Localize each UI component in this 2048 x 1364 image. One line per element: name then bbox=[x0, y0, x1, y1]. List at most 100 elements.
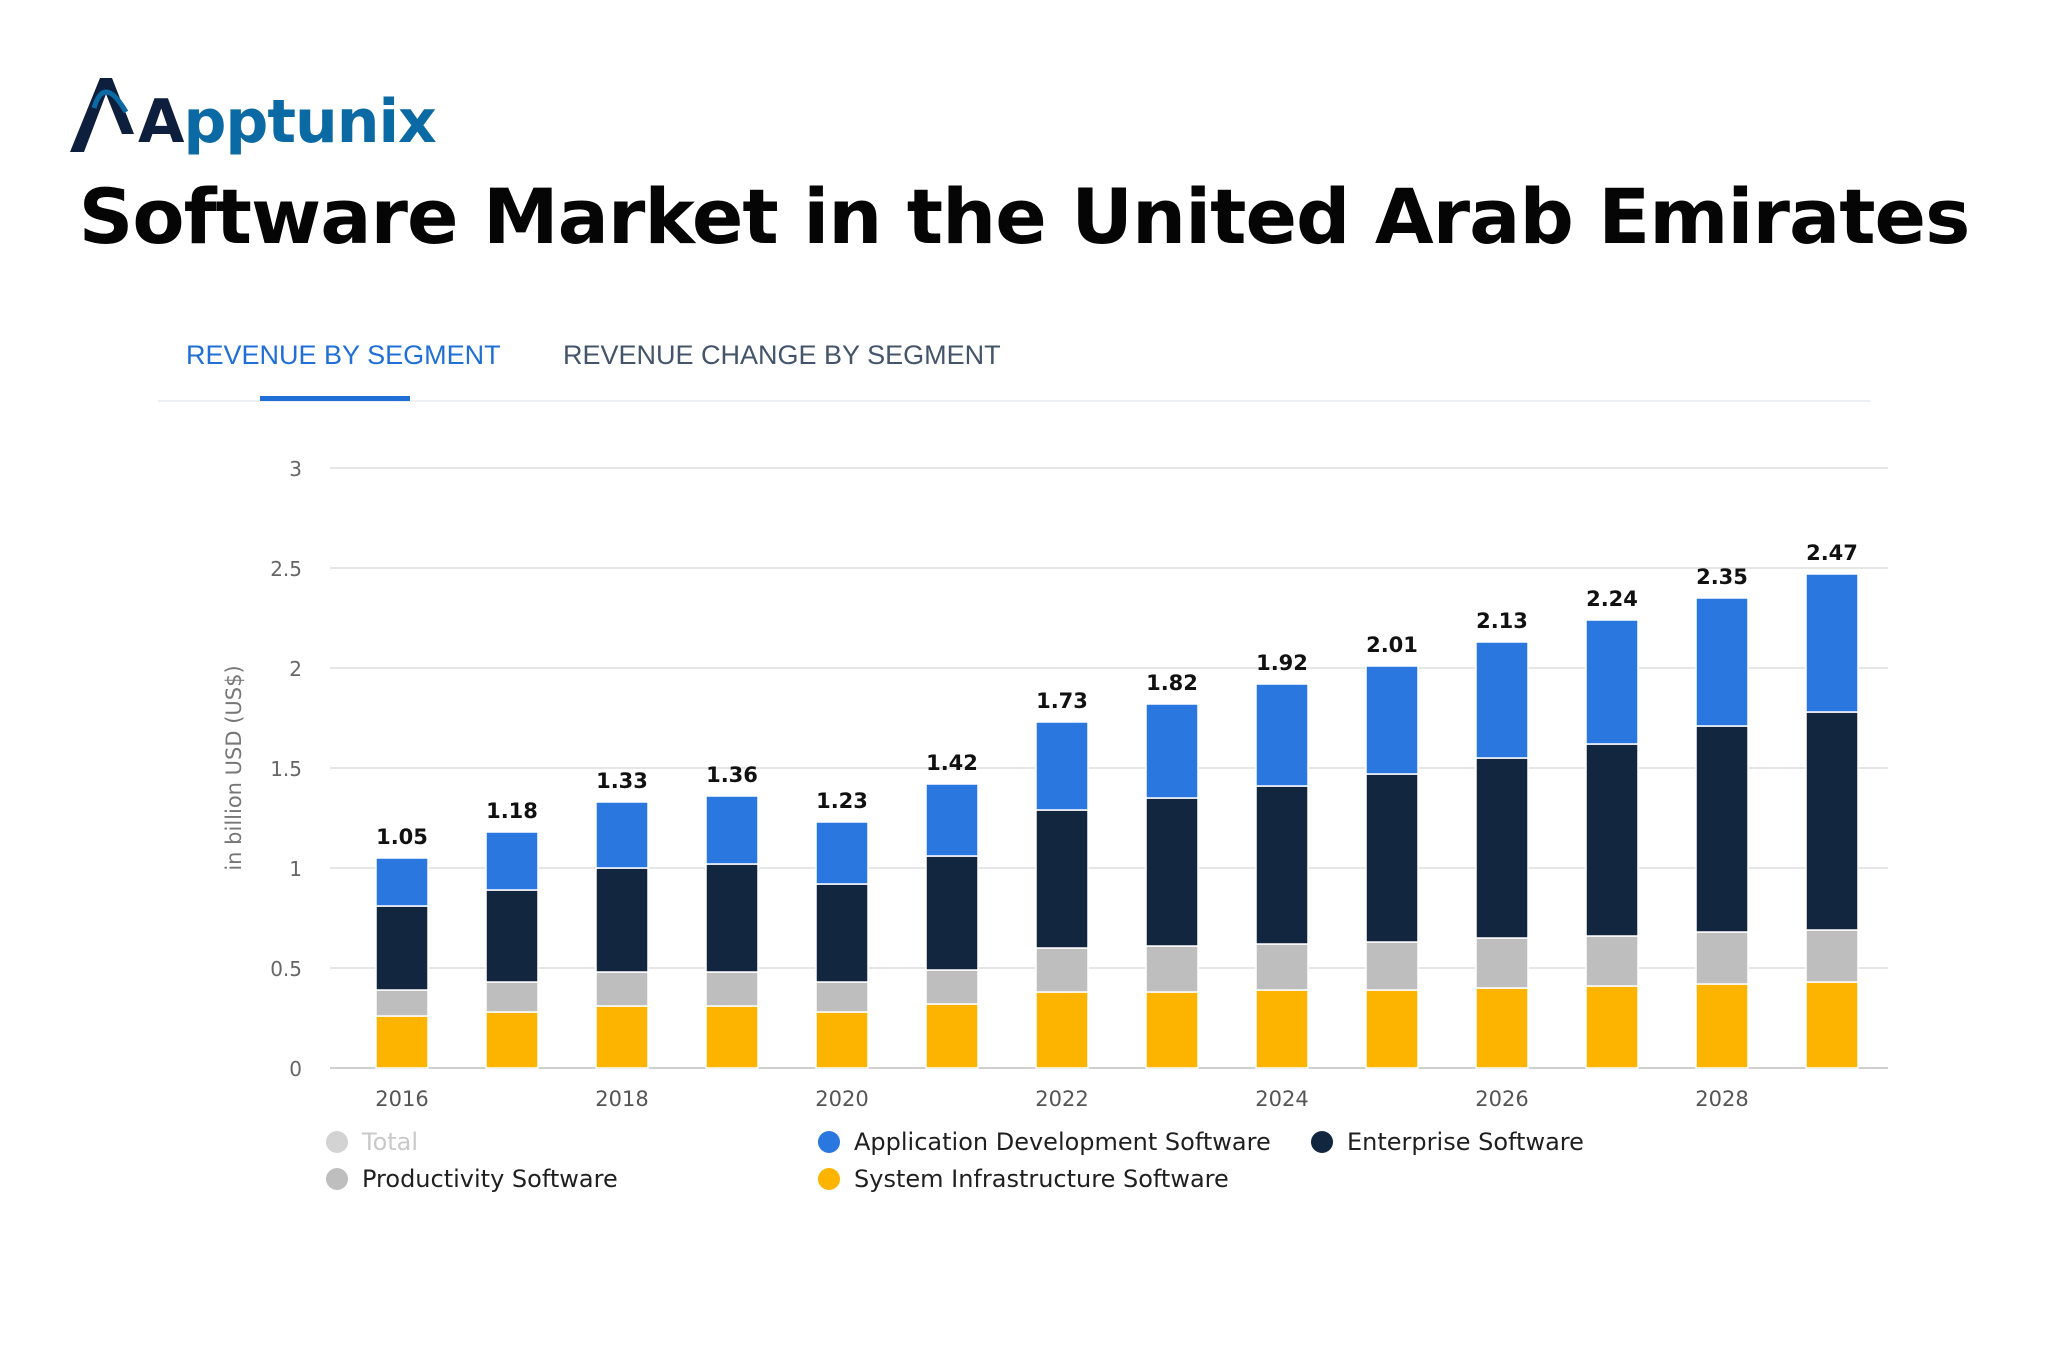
bar-segment-enterprise-software[interactable] bbox=[1035, 809, 1089, 949]
bar-segment-enterprise-software[interactable] bbox=[485, 889, 539, 983]
bar-segment-productivity-software[interactable] bbox=[1585, 935, 1639, 987]
legend-label-system-infrastructure: System Infrastructure Software bbox=[854, 1165, 1229, 1193]
legend-item-system-infrastructure[interactable]: System Infrastructure Software bbox=[818, 1165, 1229, 1193]
x-tick-label: 2024 bbox=[1255, 1087, 1308, 1111]
bar-segment-application-development-software[interactable] bbox=[925, 783, 979, 857]
bar-stack-2020[interactable] bbox=[815, 821, 869, 1069]
bar-segment-enterprise-software[interactable] bbox=[815, 883, 869, 983]
bar-segment-enterprise-software[interactable] bbox=[1145, 797, 1199, 947]
x-tick-label: 2028 bbox=[1695, 1087, 1748, 1111]
y-tick-label: 2.5 bbox=[270, 557, 302, 581]
y-tick-label: 3 bbox=[289, 457, 302, 481]
bar-segment-application-development-software[interactable] bbox=[375, 857, 429, 907]
bar-segment-application-development-software[interactable] bbox=[1145, 703, 1199, 799]
bar-segment-system-infrastructure-software[interactable] bbox=[1475, 987, 1529, 1069]
bar-segment-application-development-software[interactable] bbox=[1255, 683, 1309, 787]
grid-lines bbox=[330, 467, 1888, 1069]
bar-segment-system-infrastructure-software[interactable] bbox=[595, 1005, 649, 1069]
bar-stack-2025[interactable] bbox=[1365, 665, 1419, 1069]
bar-stack-2021[interactable] bbox=[925, 783, 979, 1069]
bar-stack-2017[interactable] bbox=[485, 831, 539, 1069]
x-tick-label: 2018 bbox=[595, 1087, 648, 1111]
legend-dot-total bbox=[326, 1131, 348, 1153]
bar-segment-application-development-software[interactable] bbox=[1695, 597, 1749, 727]
bar-stack-2029[interactable] bbox=[1805, 573, 1859, 1069]
bar-segment-system-infrastructure-software[interactable] bbox=[1585, 985, 1639, 1069]
bar-segment-enterprise-software[interactable] bbox=[705, 863, 759, 973]
logo-letter-a: A bbox=[138, 87, 184, 157]
bar-stack-2027[interactable] bbox=[1585, 619, 1639, 1069]
bar-segment-application-development-software[interactable] bbox=[1585, 619, 1639, 745]
bar-stack-2023[interactable] bbox=[1145, 703, 1199, 1069]
legend-item-total[interactable]: Total bbox=[326, 1128, 418, 1156]
bar-segment-productivity-software[interactable] bbox=[375, 989, 429, 1017]
x-tick-label: 2026 bbox=[1475, 1087, 1528, 1111]
bar-segment-productivity-software[interactable] bbox=[815, 981, 869, 1013]
logo-wordmark: Apptunix bbox=[138, 92, 437, 152]
bar-segment-productivity-software[interactable] bbox=[1145, 945, 1199, 993]
bar-segment-system-infrastructure-software[interactable] bbox=[1255, 989, 1309, 1069]
bar-segment-enterprise-software[interactable] bbox=[1585, 743, 1639, 937]
bar-segment-enterprise-software[interactable] bbox=[1805, 711, 1859, 931]
y-axis-ticks: 0 0.5 1 1.5 2 2.5 3 bbox=[270, 457, 302, 1081]
bar-segment-application-development-software[interactable] bbox=[485, 831, 539, 891]
bar-stack-2026[interactable] bbox=[1475, 641, 1529, 1069]
total-data-label: 1.18 bbox=[486, 799, 538, 823]
bar-segment-system-infrastructure-software[interactable] bbox=[1365, 989, 1419, 1069]
legend-label-application-development: Application Development Software bbox=[854, 1128, 1271, 1156]
bar-stack-2024[interactable] bbox=[1255, 683, 1309, 1069]
bar-segment-enterprise-software[interactable] bbox=[1255, 785, 1309, 945]
bar-segment-productivity-software[interactable] bbox=[1695, 931, 1749, 985]
bar-segment-system-infrastructure-software[interactable] bbox=[1145, 991, 1199, 1069]
bar-stack-2028[interactable] bbox=[1695, 597, 1749, 1069]
bar-segment-productivity-software[interactable] bbox=[1475, 937, 1529, 989]
total-data-label: 2.01 bbox=[1366, 633, 1418, 657]
x-tick-label: 2016 bbox=[375, 1087, 428, 1111]
legend-item-application-development[interactable]: Application Development Software bbox=[818, 1128, 1271, 1156]
bar-stack-2018[interactable] bbox=[595, 801, 649, 1069]
bar-segment-system-infrastructure-software[interactable] bbox=[1805, 981, 1859, 1069]
bar-segment-enterprise-software[interactable] bbox=[595, 867, 649, 973]
bar-segment-productivity-software[interactable] bbox=[595, 971, 649, 1007]
bar-stack-2022[interactable] bbox=[1035, 721, 1089, 1069]
bar-segment-productivity-software[interactable] bbox=[485, 981, 539, 1013]
bar-stack-2019[interactable] bbox=[705, 795, 759, 1069]
bar-segment-system-infrastructure-software[interactable] bbox=[1695, 983, 1749, 1069]
total-data-label: 2.47 bbox=[1806, 541, 1858, 565]
bar-segment-productivity-software[interactable] bbox=[1255, 943, 1309, 991]
bar-segment-system-infrastructure-software[interactable] bbox=[375, 1015, 429, 1069]
tab-revenue-change-by-segment[interactable]: REVENUE CHANGE BY SEGMENT bbox=[563, 340, 1001, 370]
bar-segment-enterprise-software[interactable] bbox=[1475, 757, 1529, 939]
bar-segment-system-infrastructure-software[interactable] bbox=[815, 1011, 869, 1069]
bar-segment-enterprise-software[interactable] bbox=[925, 855, 979, 971]
x-tick-label: 2022 bbox=[1035, 1087, 1088, 1111]
legend-item-productivity[interactable]: Productivity Software bbox=[326, 1165, 618, 1193]
tab-revenue-by-segment[interactable]: REVENUE BY SEGMENT bbox=[186, 340, 501, 370]
bar-segment-system-infrastructure-software[interactable] bbox=[485, 1011, 539, 1069]
bar-segment-productivity-software[interactable] bbox=[705, 971, 759, 1007]
bar-segment-productivity-software[interactable] bbox=[1035, 947, 1089, 993]
bar-segment-application-development-software[interactable] bbox=[815, 821, 869, 885]
bar-stack-2016[interactable] bbox=[375, 857, 429, 1069]
total-data-label: 2.24 bbox=[1586, 587, 1638, 611]
bar-segment-productivity-software[interactable] bbox=[925, 969, 979, 1005]
bar-segment-system-infrastructure-software[interactable] bbox=[1035, 991, 1089, 1069]
bar-segment-enterprise-software[interactable] bbox=[1695, 725, 1749, 933]
legend-item-enterprise[interactable]: Enterprise Software bbox=[1311, 1128, 1584, 1156]
bar-segment-application-development-software[interactable] bbox=[1365, 665, 1419, 775]
bar-segment-application-development-software[interactable] bbox=[595, 801, 649, 869]
y-tick-label: 1 bbox=[289, 857, 302, 881]
bar-segment-enterprise-software[interactable] bbox=[375, 905, 429, 991]
bar-segment-application-development-software[interactable] bbox=[705, 795, 759, 865]
bar-segment-system-infrastructure-software[interactable] bbox=[925, 1003, 979, 1069]
bar-segment-productivity-software[interactable] bbox=[1805, 929, 1859, 983]
bar-segment-enterprise-software[interactable] bbox=[1365, 773, 1419, 943]
bar-segment-application-development-software[interactable] bbox=[1805, 573, 1859, 713]
bar-segment-application-development-software[interactable] bbox=[1475, 641, 1529, 759]
apptunix-logo-mark bbox=[70, 78, 134, 152]
total-data-label: 1.73 bbox=[1036, 689, 1088, 713]
bar-segment-system-infrastructure-software[interactable] bbox=[705, 1005, 759, 1069]
bar-segment-application-development-software[interactable] bbox=[1035, 721, 1089, 811]
bar-segment-productivity-software[interactable] bbox=[1365, 941, 1419, 991]
